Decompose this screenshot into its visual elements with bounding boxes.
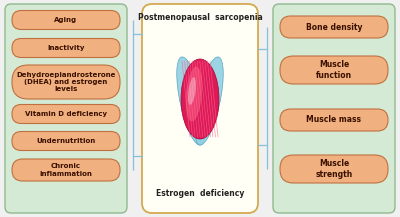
Text: Postmenopausal  sarcopenia: Postmenopausal sarcopenia [138, 13, 262, 21]
Ellipse shape [186, 67, 202, 121]
Text: Aging: Aging [54, 17, 78, 23]
Text: Vitamin D deficiency: Vitamin D deficiency [25, 111, 107, 117]
Ellipse shape [188, 77, 196, 105]
FancyBboxPatch shape [142, 4, 258, 213]
FancyBboxPatch shape [280, 56, 388, 84]
Text: Undernutrition: Undernutrition [36, 138, 96, 144]
Text: Muscle
strength: Muscle strength [315, 159, 353, 179]
FancyBboxPatch shape [280, 16, 388, 38]
Ellipse shape [177, 57, 205, 145]
Ellipse shape [195, 57, 223, 145]
Text: Bone density: Bone density [306, 23, 362, 31]
FancyBboxPatch shape [12, 38, 120, 58]
FancyBboxPatch shape [12, 159, 120, 181]
FancyBboxPatch shape [273, 4, 395, 213]
Text: Muscle mass: Muscle mass [306, 115, 362, 125]
Text: Dehydroepiandrosterone
(DHEA) and estrogen
levels: Dehydroepiandrosterone (DHEA) and estrog… [16, 72, 116, 92]
FancyBboxPatch shape [5, 4, 127, 213]
Text: Inactivity: Inactivity [47, 45, 85, 51]
FancyBboxPatch shape [12, 65, 120, 99]
FancyBboxPatch shape [12, 132, 120, 151]
FancyBboxPatch shape [12, 10, 120, 30]
Text: Muscle
function: Muscle function [316, 60, 352, 80]
FancyBboxPatch shape [280, 109, 388, 131]
FancyBboxPatch shape [12, 105, 120, 123]
Text: Estrogen  deficiency: Estrogen deficiency [156, 189, 244, 197]
Text: Chronic
inflammation: Chronic inflammation [40, 163, 92, 176]
Ellipse shape [181, 59, 219, 139]
FancyBboxPatch shape [280, 155, 388, 183]
